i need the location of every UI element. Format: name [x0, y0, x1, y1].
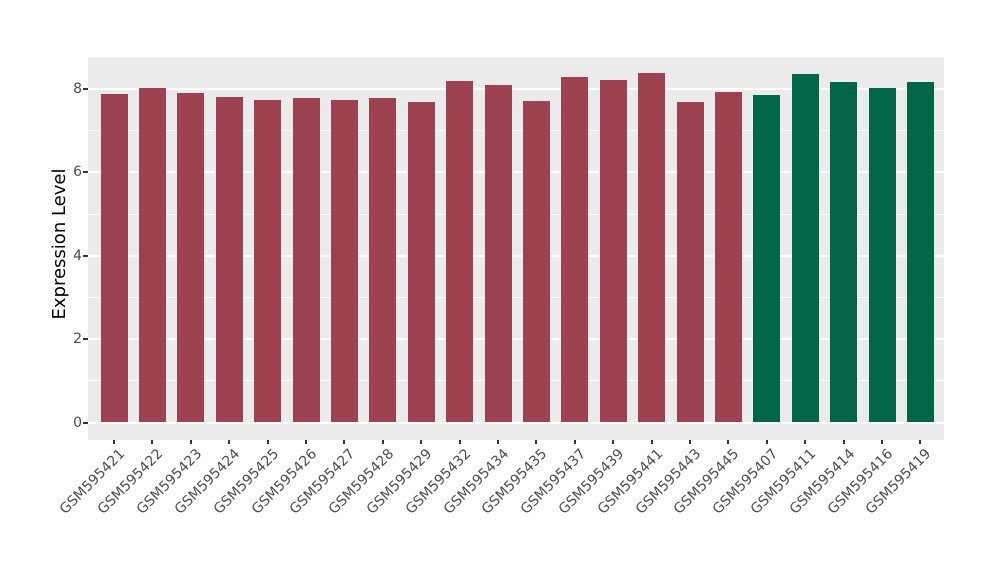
bar-GSM595416 [868, 88, 896, 423]
x-tick-mark [305, 440, 307, 444]
x-tick-mark [458, 440, 461, 444]
gridline-major [88, 338, 944, 341]
bar-GSM595419 [906, 82, 934, 423]
bar-GSM595437 [561, 77, 589, 423]
x-tick-mark [266, 440, 269, 444]
x-tick-mark [535, 440, 538, 444]
x-tick-mark [228, 440, 231, 444]
gridline-minor [88, 130, 944, 132]
bar-GSM595407 [753, 95, 781, 423]
bar-GSM595435 [522, 100, 550, 423]
bar-GSM595429 [407, 102, 435, 423]
x-tick-mark [881, 440, 883, 444]
gridline-minor [88, 296, 944, 298]
y-tick-mark [83, 171, 88, 174]
bar-GSM595428 [369, 97, 397, 423]
x-tick-mark [919, 440, 922, 444]
x-tick-mark [842, 440, 845, 444]
x-tick-mark [151, 440, 154, 444]
y-tick-mark [83, 421, 88, 424]
y-tick-label: 0 [73, 414, 82, 431]
bar-GSM595427 [330, 99, 358, 423]
x-tick-mark [381, 440, 384, 444]
y-tick-label: 2 [73, 331, 82, 348]
bar-GSM595434 [484, 84, 512, 423]
x-tick-mark [765, 440, 768, 444]
x-tick-mark [497, 440, 499, 444]
bar-GSM595445 [714, 92, 742, 423]
bar-GSM595432 [446, 80, 474, 423]
y-tick-label: 4 [73, 247, 82, 264]
chart-panel [88, 57, 944, 440]
y-tick-label: 8 [73, 81, 82, 98]
gridline-major [88, 171, 944, 174]
y-tick-label: 6 [73, 164, 82, 181]
x-tick-mark [612, 440, 615, 444]
bar-GSM595425 [254, 99, 282, 423]
gridline-major [88, 254, 944, 257]
x-tick-mark [804, 440, 807, 444]
x-tick-mark [727, 440, 730, 444]
x-tick-mark [343, 440, 346, 444]
y-tick-mark [83, 338, 88, 341]
x-tick-mark [650, 440, 653, 444]
x-tick-mark [689, 440, 691, 444]
gridline-minor [88, 380, 944, 382]
bar-GSM595414 [830, 81, 858, 423]
x-tick-mark [189, 440, 192, 444]
gridline-major [88, 88, 944, 91]
bar-GSM595443 [676, 102, 704, 423]
bar-GSM595421 [100, 94, 128, 423]
bar-GSM595441 [638, 73, 666, 423]
gridline-major [88, 421, 944, 424]
bar-GSM595422 [138, 88, 166, 423]
gridline-minor [88, 213, 944, 215]
x-tick-mark [113, 440, 115, 444]
x-tick-mark [573, 440, 576, 444]
bar-GSM595411 [791, 74, 819, 423]
bar-GSM595426 [292, 98, 320, 423]
bar-GSM595439 [599, 79, 627, 423]
y-tick-mark [83, 254, 88, 257]
x-tick-mark [420, 440, 423, 444]
bar-GSM595424 [215, 97, 243, 423]
y-tick-mark [83, 88, 88, 91]
bar-GSM595423 [177, 92, 205, 423]
